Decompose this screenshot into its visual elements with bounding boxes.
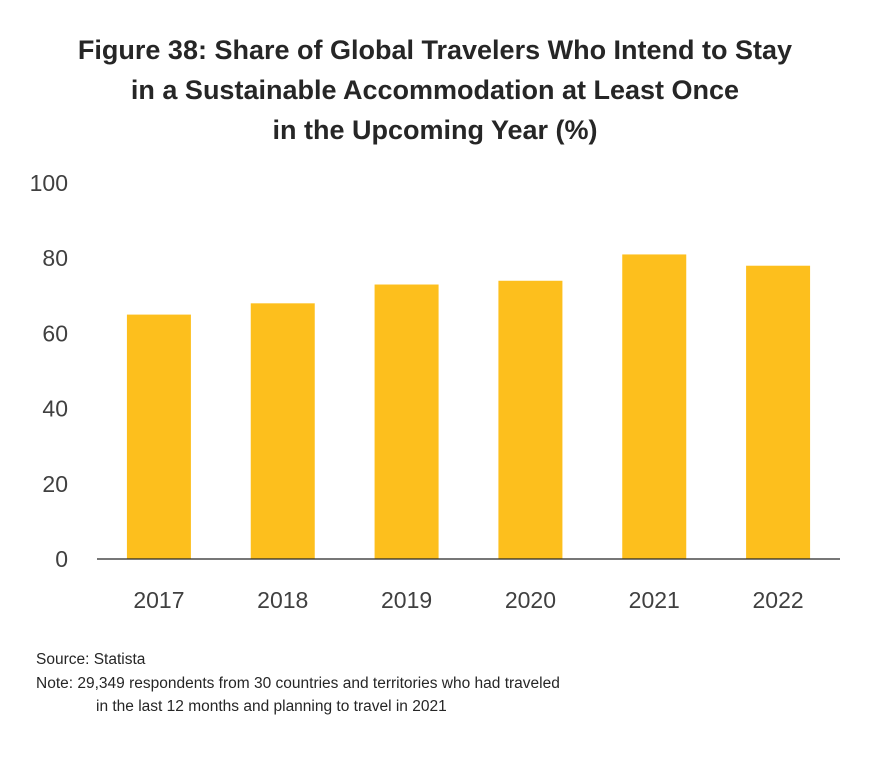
x-tick-label: 2021 <box>629 587 680 613</box>
chart-title-line-2: in a Sustainable Accommodation at Least … <box>130 75 740 105</box>
bars <box>126 254 811 559</box>
bar-2017 <box>126 314 191 559</box>
methodology-note-continued: in the last 12 months and planning to tr… <box>96 698 447 715</box>
methodology-note: Note: 29,349 respondents from 30 countri… <box>36 675 560 692</box>
bar-2021 <box>622 254 687 559</box>
x-axis-ticks: 2017 2018 2019 2020 2021 2022 <box>133 587 803 613</box>
chart-title-line-1: Figure 38: Share of Global Travelers Who… <box>77 35 793 65</box>
y-tick-label: 0 <box>55 546 68 572</box>
bar-2020 <box>498 280 563 559</box>
bar-2018 <box>250 303 315 559</box>
y-tick-label: 40 <box>42 396 68 422</box>
x-tick-label: 2019 <box>381 587 432 613</box>
x-tick-label: 2020 <box>505 587 556 613</box>
x-tick-label: 2022 <box>752 587 803 613</box>
bar-2022 <box>746 265 811 559</box>
y-tick-label: 20 <box>42 471 68 497</box>
y-tick-label: 60 <box>42 320 68 346</box>
x-tick-label: 2017 <box>133 587 184 613</box>
y-tick-label: 100 <box>30 170 68 196</box>
chart-title: Figure 38: Share of Global Travelers Who… <box>0 30 870 150</box>
chart-title-line-3: in the Upcoming Year (%) <box>272 115 598 145</box>
bar-2019 <box>374 284 439 559</box>
source-note: Source: Statista <box>36 651 146 668</box>
y-axis-ticks: 0 20 40 60 80 100 <box>30 170 68 572</box>
y-tick-label: 80 <box>42 245 68 271</box>
x-tick-label: 2018 <box>257 587 308 613</box>
